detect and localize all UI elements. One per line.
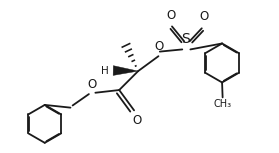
Text: O: O bbox=[200, 10, 209, 23]
Polygon shape bbox=[113, 66, 138, 75]
Text: CH₃: CH₃ bbox=[213, 99, 232, 109]
Text: O: O bbox=[133, 114, 142, 127]
Text: O: O bbox=[155, 41, 164, 54]
Text: S: S bbox=[181, 32, 190, 46]
Text: O: O bbox=[88, 78, 97, 91]
Text: O: O bbox=[166, 9, 175, 22]
Text: H: H bbox=[101, 65, 108, 76]
